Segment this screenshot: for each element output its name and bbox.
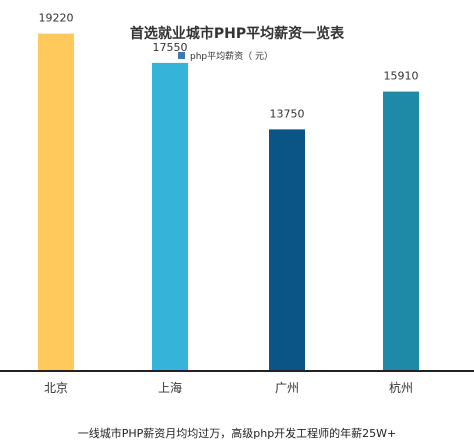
chart-title: 首选就业城市PHP平均薪资一览表 — [130, 25, 345, 42]
legend: php平均薪资（ 元） — [178, 50, 273, 62]
caption: 一线城市PHP薪资月均均过万，高级php开发工程师的年薪25W+ — [78, 426, 397, 440]
x-tick-label-2: 上海 — [158, 380, 182, 395]
data-label-2: 17550 — [153, 41, 188, 54]
bar-3 — [269, 129, 305, 370]
legend-label: php平均薪资（ 元） — [190, 50, 273, 62]
bar-1 — [38, 33, 74, 371]
bar-4 — [383, 91, 419, 370]
x-tick-label-1: 北京 — [44, 381, 68, 395]
data-label-1: 19220 — [39, 12, 74, 25]
data-label-3: 13750 — [270, 107, 305, 120]
x-tick-label-4: 杭州 — [389, 380, 413, 395]
bar-2 — [152, 62, 188, 370]
legend-swatch — [178, 52, 185, 59]
bars-layer: 19220 北京 17550 上海 13750 广州 15910 杭州 — [38, 12, 419, 395]
x-tick-label-3: 广州 — [275, 381, 299, 395]
data-label-4: 15910 — [384, 70, 419, 83]
